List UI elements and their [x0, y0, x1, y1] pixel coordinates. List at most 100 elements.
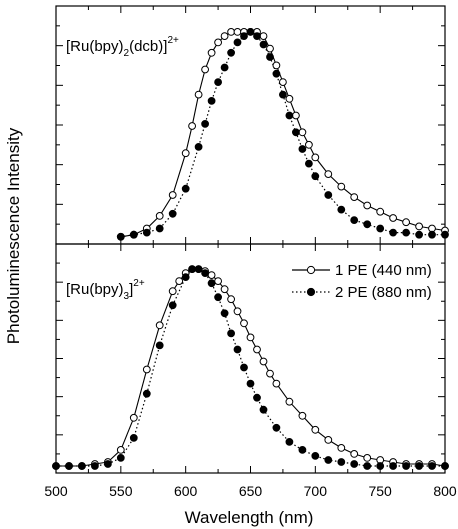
panel-label-bottom: [Ru(bpy)3]2+	[66, 278, 145, 302]
data-point-2pe	[272, 423, 281, 432]
data-point-1pe	[305, 140, 313, 149]
data-point-2pe	[246, 379, 255, 388]
data-point-1pe	[246, 333, 255, 342]
data-point-1pe	[227, 28, 236, 36]
data-point-1pe	[253, 345, 261, 354]
data-point-1pe	[116, 446, 125, 454]
data-point-1pe	[266, 44, 274, 53]
data-point-2pe	[389, 228, 398, 237]
data-point-2pe	[376, 462, 385, 470]
data-point-2pe	[104, 460, 112, 468]
data-point-2pe	[207, 97, 216, 105]
panel-bottom	[52, 243, 449, 474]
data-point-2pe	[142, 228, 151, 237]
data-point-1pe	[415, 222, 424, 231]
data-point-2pe	[52, 462, 60, 470]
data-point-2pe	[285, 111, 294, 120]
data-point-2pe	[65, 462, 73, 470]
data-point-1pe	[389, 214, 398, 222]
data-point-1pe	[376, 207, 385, 216]
data-point-2pe	[363, 220, 372, 229]
data-point-2pe	[78, 462, 86, 470]
data-point-2pe	[305, 159, 313, 168]
data-point-2pe	[116, 232, 125, 241]
data-point-2pe	[266, 53, 274, 61]
data-point-2pe	[168, 301, 177, 310]
data-point-1pe	[259, 32, 268, 40]
legend-label-1pe: 1 PE (440 nm)	[335, 262, 432, 279]
data-point-2pe	[350, 216, 359, 225]
data-point-1pe	[194, 90, 203, 99]
data-point-2pe	[155, 341, 164, 350]
x-axis-title: Wavelength (nm)	[185, 508, 314, 527]
data-point-1pe	[337, 182, 346, 191]
data-point-1pe	[168, 191, 177, 199]
data-point-2pe	[298, 446, 307, 454]
data-point-1pe	[311, 425, 320, 434]
data-point-2pe	[415, 462, 424, 470]
data-point-1pe	[181, 149, 190, 158]
data-point-1pe	[337, 444, 346, 452]
data-point-1pe	[298, 128, 307, 137]
data-point-1pe	[214, 277, 223, 286]
x-tick-label: 550	[109, 483, 133, 499]
data-point-1pe	[168, 287, 177, 296]
data-point-1pe	[285, 397, 294, 406]
data-point-2pe	[389, 462, 398, 470]
data-point-2pe	[292, 128, 300, 137]
data-point-2pe	[441, 230, 449, 239]
legend-marker-2pe	[306, 287, 316, 297]
data-point-2pe	[415, 230, 424, 239]
data-point-1pe	[259, 357, 268, 366]
panel-top	[55, 5, 449, 245]
data-point-2pe	[194, 265, 203, 274]
data-point-2pe	[129, 434, 138, 442]
data-point-1pe	[272, 379, 281, 388]
series-line-1pe	[120, 31, 446, 238]
data-point-1pe	[155, 212, 164, 220]
data-point-2pe	[214, 293, 223, 302]
data-point-1pe	[214, 38, 223, 47]
x-tick-label: 500	[44, 483, 68, 499]
data-point-2pe	[324, 191, 333, 199]
data-point-1pe	[279, 78, 287, 86]
data-point-1pe	[207, 271, 216, 280]
data-point-1pe	[266, 369, 274, 378]
data-point-2pe	[142, 389, 151, 398]
data-point-2pe	[350, 460, 359, 468]
data-point-2pe	[402, 462, 411, 470]
data-point-2pe	[441, 462, 449, 470]
data-point-2pe	[298, 145, 307, 153]
legend: 1 PE (440 nm) 2 PE (880 nm)	[292, 262, 432, 301]
x-tick-label: 600	[174, 483, 198, 499]
data-point-2pe	[363, 462, 372, 470]
panel-label-top: [Ru(bpy)2(dcb)]2+	[66, 35, 179, 59]
data-point-2pe	[376, 224, 385, 233]
legend-label-2pe: 2 PE (880 nm)	[335, 284, 432, 301]
data-point-1pe	[227, 295, 236, 304]
y-axis-title: Photoluminescence Intensity	[4, 127, 23, 344]
data-point-2pe	[240, 363, 248, 372]
data-point-1pe	[240, 319, 248, 328]
data-point-2pe	[285, 438, 294, 446]
data-point-2pe	[272, 69, 281, 78]
data-point-1pe	[233, 307, 242, 316]
data-point-2pe	[214, 78, 223, 86]
data-point-2pe	[227, 48, 236, 57]
data-point-1pe	[207, 48, 216, 57]
data-point-2pe	[155, 224, 164, 233]
data-point-2pe	[194, 143, 203, 151]
data-point-2pe	[207, 279, 216, 288]
data-point-2pe	[201, 120, 210, 128]
data-point-2pe	[220, 309, 229, 318]
data-point-1pe	[285, 94, 294, 103]
data-point-1pe	[220, 32, 229, 40]
data-point-2pe	[188, 265, 197, 274]
data-point-2pe	[259, 405, 268, 414]
data-point-2pe	[168, 209, 177, 218]
data-point-1pe	[220, 285, 229, 294]
data-point-1pe	[350, 450, 359, 458]
data-point-2pe	[428, 462, 436, 470]
data-point-1pe	[402, 218, 411, 227]
data-point-2pe	[240, 32, 248, 40]
